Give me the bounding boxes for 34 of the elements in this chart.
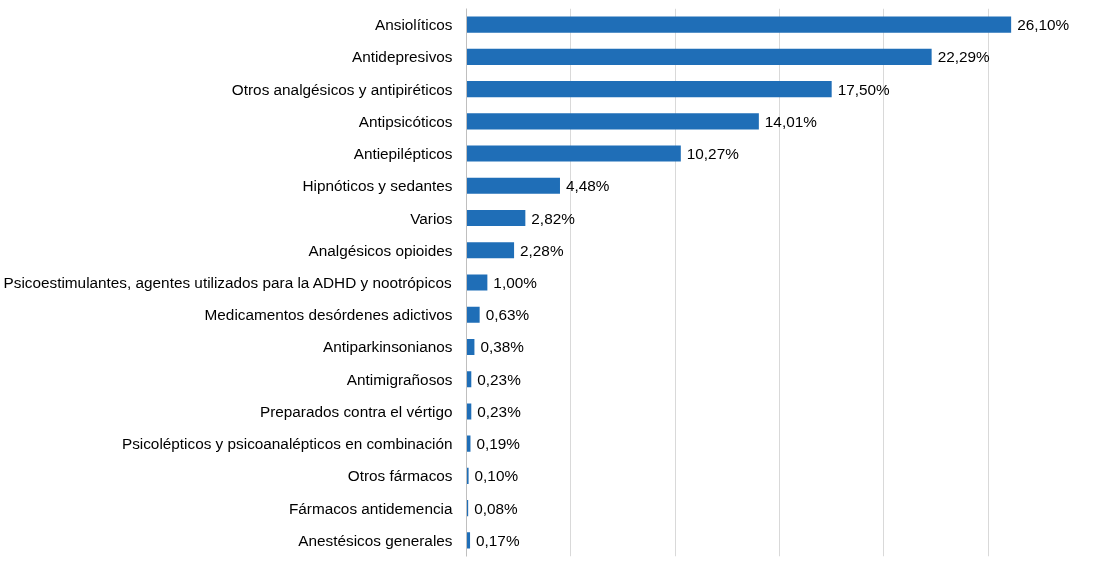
data-label: 2,28% — [520, 241, 564, 259]
y-tick-label: Antipsicóticos — [358, 112, 453, 130]
data-label: 22,29% — [937, 48, 990, 66]
data-label: 2,82% — [531, 209, 576, 227]
y-tick-label: Fármacos antidemencia — [288, 499, 453, 517]
data-label: 0,17% — [476, 531, 520, 549]
data-label: 0,19% — [476, 435, 521, 453]
y-tick-label: Antidepresivos — [351, 48, 453, 66]
data-label: 26,10% — [1017, 16, 1070, 34]
data-label: 0,23% — [477, 370, 522, 388]
y-tick-label: Antiepilépticos — [353, 145, 453, 163]
data-label: 0,23% — [477, 402, 522, 420]
y-tick-label: Otros fármacos — [347, 467, 453, 485]
y-tick-label: Psicolépticos y psicoanalépticos en combinación — [121, 435, 453, 453]
y-tick-label: Analgésicos opioides — [308, 241, 453, 259]
data-label: 17,50% — [837, 80, 891, 98]
data-label: 10,27% — [686, 145, 740, 163]
data-label: 0,08% — [474, 499, 518, 517]
y-tick-label: Psicoestimulantes, agentes utilizados para la ADHD y nootrópicos — [3, 274, 452, 291]
y-tick-label: Antiparkinsonianos — [322, 338, 453, 356]
y-tick-label: Otros analgésicos y antipiréticos — [231, 80, 453, 98]
y-tick-label: Ansiolíticos — [374, 16, 453, 34]
data-label: 0,38% — [480, 338, 525, 356]
data-label: 0,63% — [485, 306, 530, 324]
data-label: 1,00% — [493, 274, 538, 291]
data-label: 14,01% — [764, 112, 818, 130]
y-tick-label: Varios — [410, 209, 453, 227]
y-tick-label: Preparados contra el vértigo — [259, 402, 453, 420]
data-label: 4,48% — [565, 177, 610, 195]
y-tick-label: Medicamentos desórdenes adictivos — [204, 306, 453, 324]
y-tick-label: Hipnóticos y sedantes — [302, 177, 453, 195]
data-label: 0,10% — [474, 467, 519, 485]
y-tick-label: Antimigrañosos — [346, 370, 453, 388]
y-tick-label: Anestésicos generales — [298, 531, 453, 549]
